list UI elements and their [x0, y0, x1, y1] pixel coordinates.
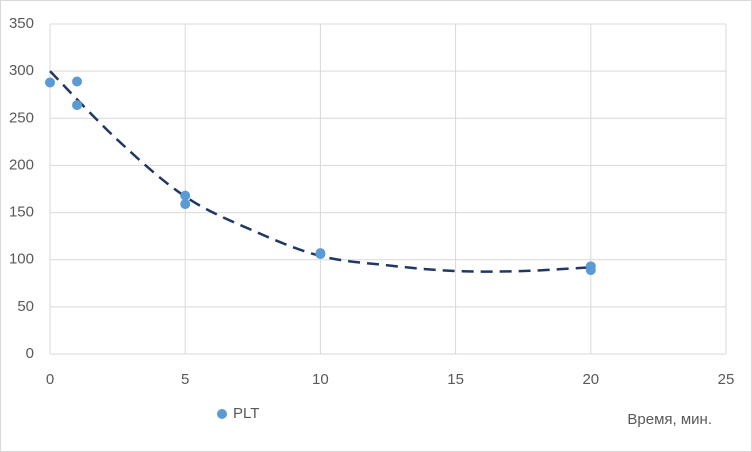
x-tick-label: 15 [447, 371, 464, 388]
x-tick-label: 0 [46, 371, 54, 388]
legend-label: PLT [233, 405, 259, 422]
y-tick-label: 150 [9, 204, 34, 221]
y-tick-label: 200 [9, 156, 34, 173]
y-tick-label: 250 [9, 109, 34, 126]
x-tick-label: 25 [718, 371, 735, 388]
y-tick-label: 50 [17, 298, 34, 315]
x-tick-label: 20 [582, 371, 599, 388]
point [180, 190, 191, 201]
y-tick-label: 100 [9, 251, 34, 268]
y-tick-label: 350 [9, 15, 34, 32]
point [72, 76, 83, 87]
point [180, 199, 191, 210]
point [72, 100, 83, 111]
y-tick-label: 300 [9, 62, 34, 79]
legend-marker [217, 409, 227, 419]
x-tick-label: 5 [181, 371, 189, 388]
y-tick-label: 0 [26, 345, 34, 362]
point [315, 249, 326, 260]
point [45, 77, 55, 88]
x-tick-label: 10 [312, 371, 329, 388]
point [585, 265, 596, 276]
x-axis-label: Время, мин. [627, 411, 712, 428]
